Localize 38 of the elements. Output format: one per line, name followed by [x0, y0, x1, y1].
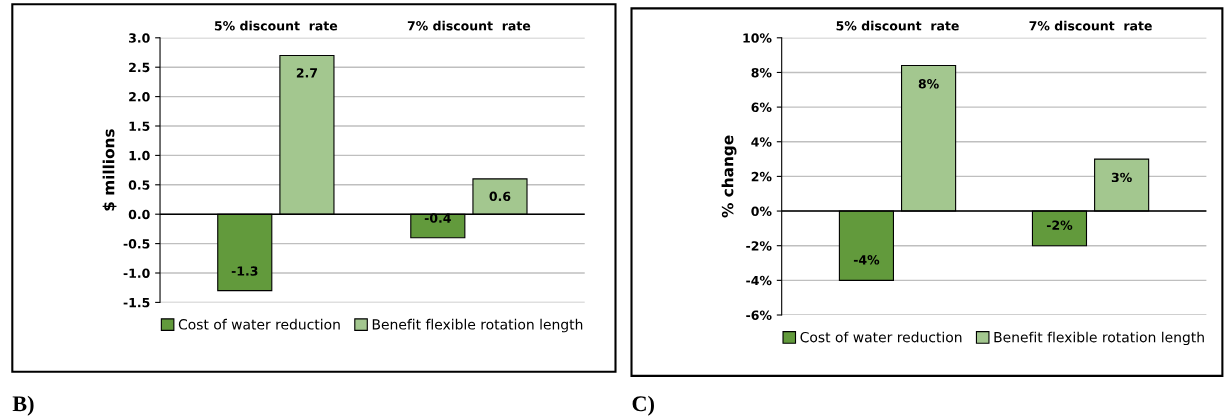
- data-label: 0.6: [489, 191, 511, 202]
- y-tick-label: -1.5: [123, 298, 150, 308]
- text: B): [12, 395, 34, 416]
- y-tick-label: 10%: [743, 33, 772, 43]
- legend-label: Benefit flexible rotation length: [994, 331, 1204, 346]
- y-axis-title: % change: [721, 135, 737, 218]
- x-tick-label: 5% discount rate: [214, 20, 338, 31]
- legend-label: Cost of water reduction: [178, 318, 340, 330]
- y-axis-title: $ millions: [102, 129, 117, 211]
- y-tick-label: -4%: [746, 275, 772, 286]
- y-tick-label: -1.0: [123, 268, 150, 278]
- data-label: 8%: [918, 79, 939, 89]
- y-tick-label: 2.0: [129, 92, 150, 102]
- y-tick-label: -2%: [746, 241, 772, 251]
- data-label: -4%: [853, 255, 880, 265]
- data-label: -2%: [1046, 220, 1073, 230]
- y-tick-label: 2%: [751, 171, 772, 182]
- x-tick-label: 7% discount rate: [407, 20, 531, 31]
- x-tick-label: 5% discount rate: [836, 20, 959, 31]
- text: C): [632, 395, 654, 416]
- y-tick-label: 3.0: [129, 33, 150, 43]
- y-tick-label: 0%: [751, 206, 772, 216]
- legend-label: Cost of water reduction: [800, 331, 962, 343]
- x-tick-label: 7% discount rate: [1029, 20, 1152, 31]
- y-tick-label: 0.0: [128, 209, 150, 220]
- y-tick-label: 1.0: [129, 150, 150, 161]
- legend-label: Benefit flexible rotation length: [372, 318, 583, 333]
- y-tick-label: 2.5: [129, 62, 150, 73]
- y-tick-label: 6%: [751, 102, 772, 113]
- y-tick-label: -6%: [746, 310, 772, 320]
- y-tick-label: 8%: [751, 67, 772, 78]
- data-label: 2.7: [296, 68, 318, 78]
- y-tick-label: 0.5: [128, 180, 150, 190]
- y-tick-label: 4%: [751, 137, 772, 147]
- data-label: -1.3: [231, 266, 258, 276]
- y-tick-label: 1.5: [129, 121, 150, 131]
- y-tick-label: -0.5: [123, 239, 150, 249]
- data-label: 3%: [1111, 172, 1132, 183]
